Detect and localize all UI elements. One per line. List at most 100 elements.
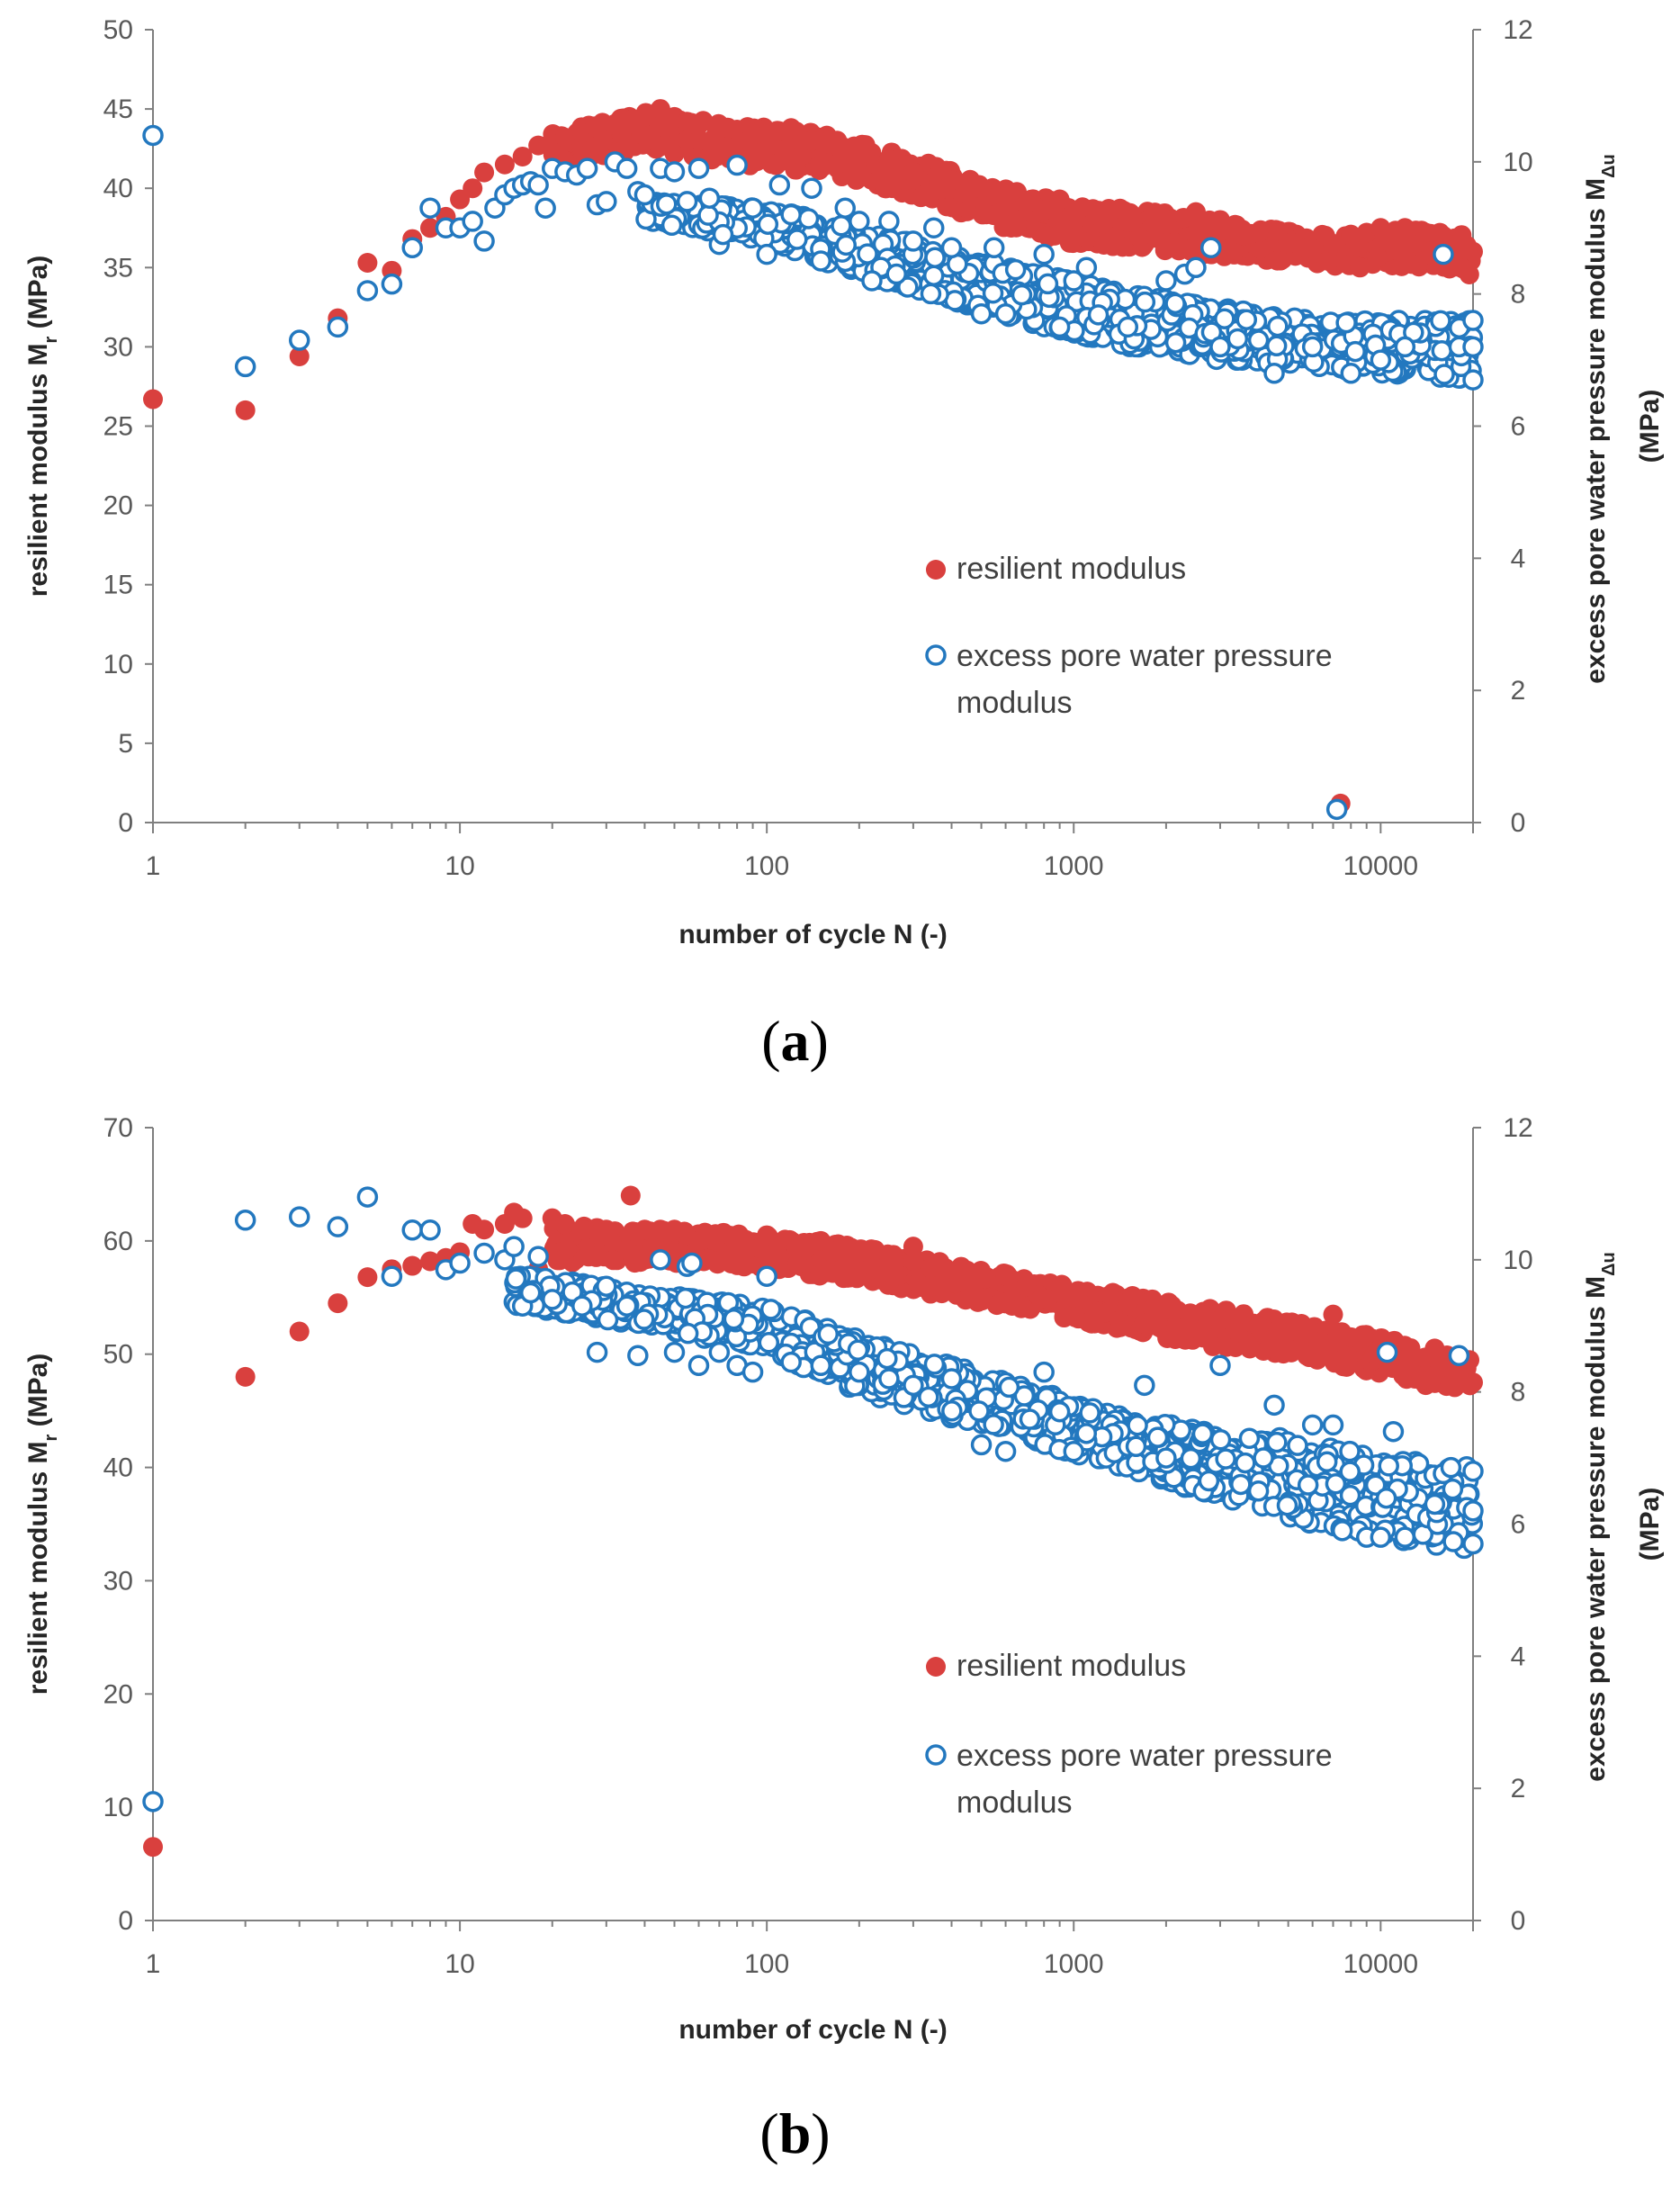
data-point <box>1247 329 1270 351</box>
data-point <box>1093 234 1114 255</box>
data-point <box>1226 328 1249 350</box>
y-axis-label: resilient modulus Mr (MPa) <box>23 1354 61 1696</box>
data-point <box>401 1219 423 1241</box>
data-point <box>924 247 946 268</box>
data-point <box>849 1242 869 1263</box>
data-point <box>956 184 976 204</box>
y2-axis-unit: (MPa) <box>1635 1488 1665 1561</box>
x-tick-label: 1000 <box>1044 851 1104 881</box>
data-point <box>1118 210 1138 230</box>
data-point <box>581 1246 602 1266</box>
data-point <box>597 1309 619 1331</box>
data-point <box>1344 340 1366 363</box>
data-point <box>505 1268 527 1290</box>
data-point <box>1452 258 1473 279</box>
data-point <box>1164 331 1187 354</box>
y-tick-label: 10 <box>103 1793 133 1822</box>
data-point <box>473 230 495 252</box>
data-point <box>1287 1435 1308 1456</box>
data-point <box>462 211 483 232</box>
data-point <box>878 1368 900 1390</box>
legend-label: resilient modulus <box>957 552 1186 586</box>
data-point <box>1016 193 1037 214</box>
data-point <box>1118 1293 1138 1314</box>
data-point <box>983 1414 1004 1435</box>
data-point <box>1155 210 1176 230</box>
data-point <box>940 1368 963 1390</box>
data-point <box>1265 335 1288 357</box>
data-point <box>1250 238 1271 259</box>
chart-panel-b: 0 10 20 30 40 50 60 70 0 2 4 6 8 10 12 1 10 100 1000 10000 n… <box>23 1113 1665 2165</box>
data-point <box>786 229 808 250</box>
data-point <box>1267 315 1289 337</box>
data-point <box>327 316 349 338</box>
data-point <box>834 197 856 219</box>
data-point <box>1248 1316 1269 1336</box>
data-point <box>542 1289 563 1310</box>
x-tick-label: 1000 <box>1044 1949 1104 1979</box>
data-point <box>885 263 907 285</box>
data-point <box>634 1219 655 1240</box>
y2-axis-label-subscript: Δu <box>1599 1252 1619 1276</box>
data-point <box>381 1265 403 1287</box>
data-point <box>878 211 900 232</box>
data-point <box>571 1219 592 1240</box>
data-point <box>143 389 163 409</box>
data-point <box>1339 1461 1361 1482</box>
data-point <box>288 1206 310 1228</box>
data-point <box>586 1341 608 1363</box>
data-point <box>620 1185 641 1206</box>
data-point <box>727 1230 748 1251</box>
data-point <box>1320 1347 1341 1368</box>
data-point <box>878 149 899 170</box>
data-point <box>922 217 945 238</box>
legend-label: resilient modulus <box>957 1649 1186 1683</box>
data-point <box>874 165 894 185</box>
data-point <box>956 197 976 218</box>
data-point <box>849 141 869 162</box>
data-point <box>1227 1322 1248 1343</box>
data-point <box>723 1308 745 1330</box>
data-point <box>998 1376 1020 1399</box>
data-point <box>234 1210 256 1231</box>
x-tick-label: 1 <box>146 1949 161 1979</box>
y-axis-label-unit: (MPa) <box>23 1354 53 1435</box>
y-tick-label: 30 <box>103 1566 133 1596</box>
data-point <box>1370 218 1391 238</box>
data-point <box>1191 1321 1212 1342</box>
data-point <box>1463 1372 1483 1393</box>
data-point <box>861 270 883 292</box>
y2-tick-label: 10 <box>1503 148 1532 177</box>
data-point <box>968 1400 990 1422</box>
data-point <box>142 1791 164 1813</box>
y2-tick-label: 10 <box>1503 1246 1532 1275</box>
data-point <box>1350 257 1370 278</box>
data-point <box>420 1251 441 1272</box>
data-point <box>617 136 638 157</box>
data-point <box>810 1354 831 1377</box>
data-point <box>741 197 764 219</box>
data-point <box>994 1440 1017 1462</box>
data-point <box>1200 237 1222 259</box>
data-point <box>741 1361 764 1383</box>
data-point <box>1048 1400 1071 1423</box>
y-tick-label: 0 <box>118 1906 133 1936</box>
data-point <box>1215 1448 1236 1470</box>
data-point <box>801 177 822 199</box>
x-tick-label: 1 <box>146 851 161 881</box>
y2-tick-label: 12 <box>1503 15 1532 45</box>
data-point <box>637 130 658 150</box>
y-tick-label: 30 <box>103 332 133 362</box>
y-tick-label: 5 <box>118 729 133 759</box>
data-point <box>941 170 962 191</box>
data-point <box>1263 363 1285 384</box>
data-point <box>1164 292 1186 315</box>
data-point <box>937 196 957 217</box>
data-point <box>986 1295 1007 1316</box>
data-point <box>918 1386 939 1408</box>
data-point <box>810 250 831 272</box>
legend-label: modulus <box>957 686 1073 720</box>
data-point <box>1209 1354 1231 1377</box>
data-point <box>576 157 598 179</box>
